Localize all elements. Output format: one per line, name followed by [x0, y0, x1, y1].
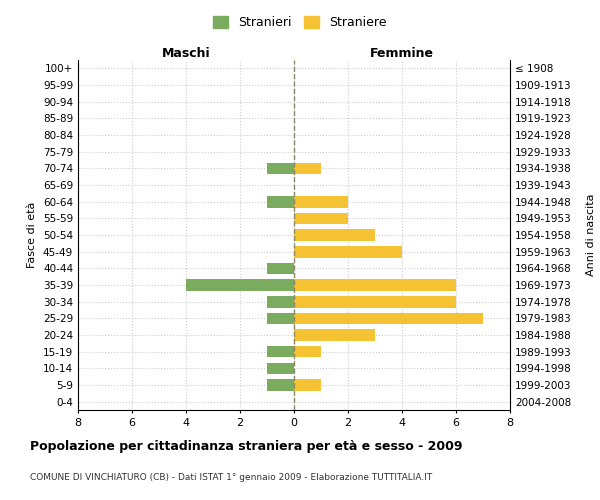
Text: Maschi: Maschi — [161, 47, 211, 60]
Bar — [294, 229, 375, 241]
Bar — [267, 379, 294, 391]
Bar — [294, 379, 321, 391]
Bar — [294, 346, 321, 358]
Text: Popolazione per cittadinanza straniera per età e sesso - 2009: Popolazione per cittadinanza straniera p… — [30, 440, 463, 453]
Legend: Stranieri, Straniere: Stranieri, Straniere — [208, 11, 392, 34]
Bar — [267, 262, 294, 274]
Bar — [186, 279, 294, 291]
Bar — [267, 312, 294, 324]
Y-axis label: Anni di nascita: Anni di nascita — [586, 194, 596, 276]
Bar — [267, 346, 294, 358]
Bar — [294, 212, 348, 224]
Bar — [294, 246, 402, 258]
Text: COMUNE DI VINCHIATURO (CB) - Dati ISTAT 1° gennaio 2009 - Elaborazione TUTTITALI: COMUNE DI VINCHIATURO (CB) - Dati ISTAT … — [30, 473, 432, 482]
Text: Femmine: Femmine — [370, 47, 434, 60]
Bar — [267, 362, 294, 374]
Bar — [267, 296, 294, 308]
Bar — [294, 162, 321, 174]
Bar — [294, 296, 456, 308]
Bar — [267, 162, 294, 174]
Bar — [267, 196, 294, 207]
Bar — [294, 312, 483, 324]
Y-axis label: Fasce di età: Fasce di età — [28, 202, 37, 268]
Bar — [294, 279, 456, 291]
Bar — [294, 196, 348, 207]
Bar — [294, 329, 375, 341]
